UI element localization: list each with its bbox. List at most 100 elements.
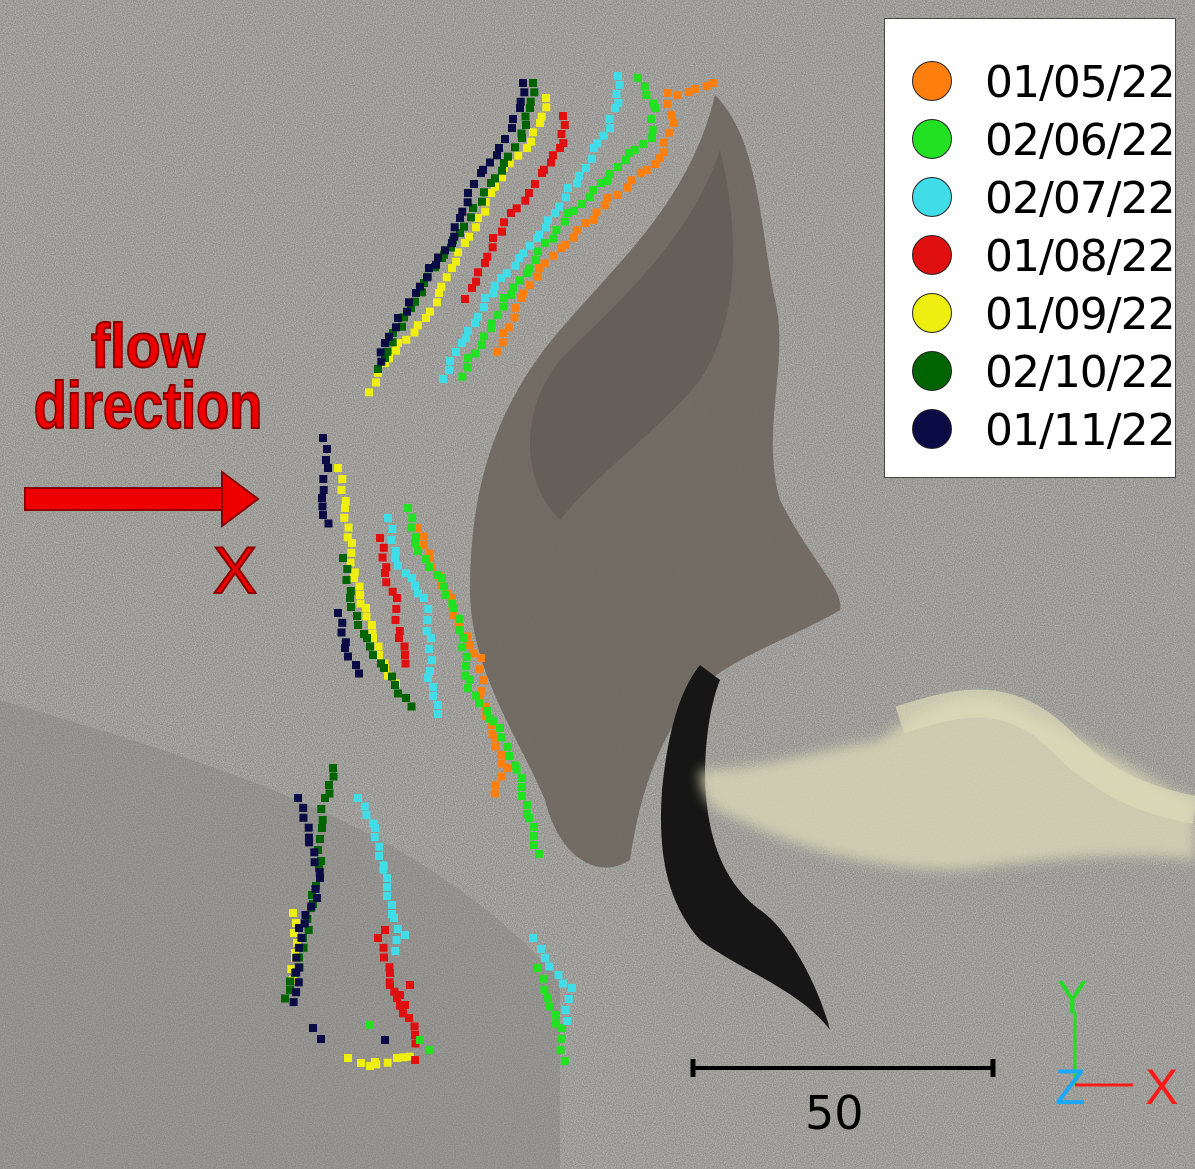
track-point: [318, 494, 326, 502]
legend-date-label: 01/08/22: [985, 231, 1176, 282]
track-point: [603, 177, 611, 185]
track-point: [411, 581, 419, 590]
track-point: [468, 284, 476, 292]
track-point: [356, 591, 364, 599]
track-point: [362, 811, 371, 819]
track-point: [452, 348, 460, 356]
track-point: [558, 1024, 566, 1032]
track-point: [391, 616, 400, 624]
track-point: [299, 943, 308, 952]
track-point: [489, 289, 498, 298]
track-point: [472, 277, 480, 286]
track-point: [526, 97, 535, 106]
track-point: [518, 134, 526, 142]
track-point: [560, 121, 569, 129]
track-point: [422, 627, 431, 635]
track-point: [493, 311, 502, 319]
track-point: [344, 1054, 352, 1062]
track-point: [642, 166, 651, 174]
track-point: [613, 190, 622, 199]
track-point: [419, 532, 428, 541]
track-point: [505, 752, 513, 760]
track-point: [370, 833, 379, 842]
track-point: [365, 388, 373, 397]
track-point: [434, 701, 442, 709]
track-point: [325, 789, 334, 798]
track-point: [460, 222, 468, 231]
track-point: [523, 269, 531, 277]
track-point: [456, 229, 464, 237]
track-point: [426, 667, 434, 675]
track-point: [315, 864, 323, 872]
track-point: [376, 534, 384, 542]
track-point: [474, 312, 482, 321]
track-point: [647, 115, 656, 123]
track-point: [572, 226, 581, 235]
legend-swatch: [912, 177, 952, 217]
track-point: [363, 634, 371, 642]
track-point: [465, 232, 473, 241]
track-point: [420, 594, 428, 602]
track-point: [502, 269, 511, 278]
track-point: [394, 689, 402, 698]
track-point: [637, 169, 645, 177]
track-point: [481, 259, 489, 267]
track-point: [422, 314, 430, 322]
track-point: [334, 464, 342, 472]
track-point: [281, 994, 289, 1003]
track-point: [334, 609, 342, 617]
track-point: [383, 347, 392, 356]
track-point: [390, 987, 399, 996]
track-point: [293, 939, 301, 947]
legend-date-label: 01/09/22: [985, 289, 1176, 340]
track-point: [344, 652, 352, 661]
track-point: [318, 502, 327, 511]
track-point: [300, 919, 309, 928]
track-point: [340, 513, 349, 522]
track-point: [410, 1022, 419, 1031]
track-point: [640, 82, 649, 91]
track-point: [533, 272, 541, 281]
track-point: [401, 651, 409, 659]
track-point: [342, 576, 351, 584]
track-point: [291, 949, 299, 957]
track-point: [338, 618, 347, 627]
track-point: [319, 475, 328, 483]
track-point: [382, 563, 391, 572]
track-point: [408, 513, 417, 522]
track-point: [461, 295, 469, 303]
track-point: [425, 264, 433, 272]
track-point: [350, 574, 358, 582]
track-point: [402, 694, 410, 702]
track-point: [514, 151, 523, 160]
track-point: [519, 289, 527, 298]
track-point: [450, 232, 459, 241]
track-point: [402, 335, 411, 344]
track-point: [540, 259, 549, 268]
track-point: [554, 971, 563, 979]
axes-triad: [1073, 1012, 1133, 1087]
track-point: [642, 91, 651, 99]
track-point: [499, 302, 508, 311]
track-point: [341, 497, 350, 505]
track-point: [392, 323, 400, 332]
track-point: [392, 936, 401, 944]
track-point: [433, 571, 441, 579]
track-point: [535, 850, 543, 858]
track-point: [383, 1058, 392, 1067]
track-point: [464, 326, 472, 335]
track-point: [497, 759, 506, 768]
track-point: [408, 574, 416, 582]
track-point: [529, 79, 537, 87]
track-point: [521, 112, 530, 121]
track-point: [509, 115, 517, 123]
track-point: [337, 486, 346, 494]
track-point: [343, 533, 352, 542]
track-point: [564, 995, 573, 1003]
track-point: [434, 710, 442, 718]
track-point: [606, 124, 614, 132]
track-point: [489, 234, 497, 242]
track-point: [309, 1024, 317, 1032]
axis-z-label: Z: [1055, 1059, 1086, 1115]
track-point: [526, 281, 534, 289]
